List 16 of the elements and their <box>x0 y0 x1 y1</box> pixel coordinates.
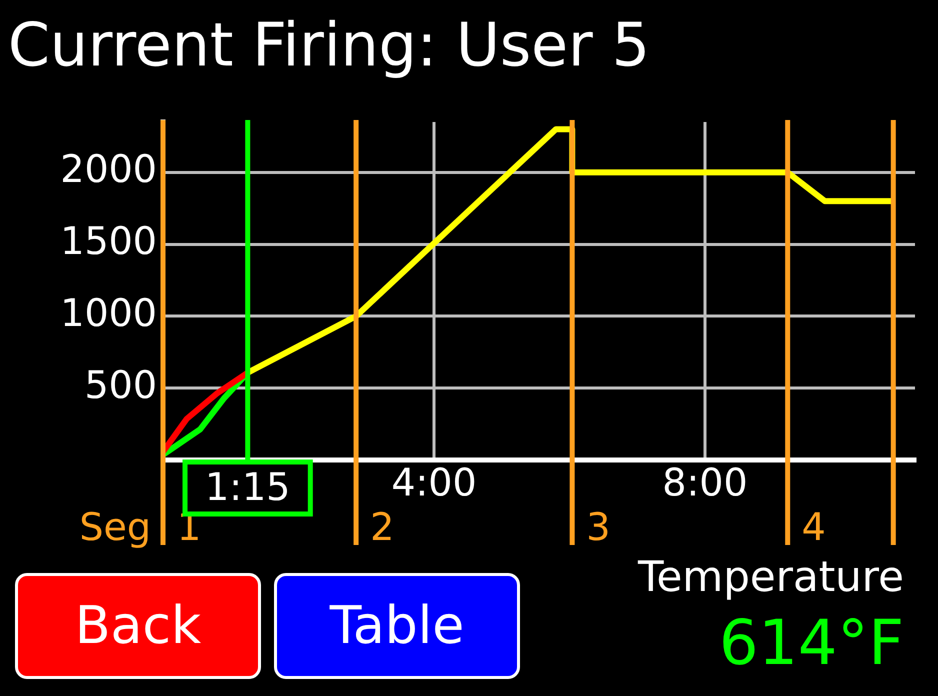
x-tick-label: 8:00 <box>662 460 748 505</box>
y-tick-label: 500 <box>84 362 157 407</box>
x-tick-label: 4:00 <box>391 460 477 505</box>
text: 2 <box>370 504 394 549</box>
y-tick-label: 2000 <box>60 147 157 192</box>
text: 4 <box>802 504 826 549</box>
text: Temperature <box>638 552 904 601</box>
back-button: Back <box>15 573 261 679</box>
ref-line-label: 1:15 <box>205 464 290 509</box>
y-tick-label: 1500 <box>60 219 157 264</box>
table-button: Table <box>274 573 520 679</box>
text: Seg <box>79 504 151 549</box>
y-tick-label: 1000 <box>60 291 157 336</box>
chart-title: Current Firing: User 5 <box>8 10 650 81</box>
text: 614°F <box>718 606 904 679</box>
text: 3 <box>586 504 610 549</box>
